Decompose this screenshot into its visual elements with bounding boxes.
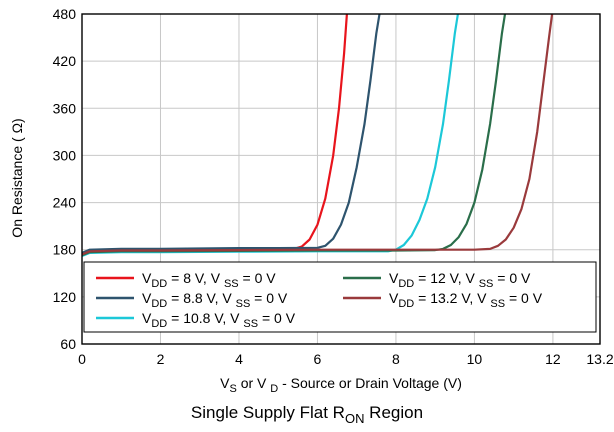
x-tick-label: 4 bbox=[235, 351, 243, 367]
y-axis-label: On Resistance ( Ω) bbox=[9, 118, 25, 237]
y-tick-label: 60 bbox=[60, 336, 76, 352]
legend-label-3: VDD = 10.8 V, V SS = 0 V bbox=[142, 310, 296, 330]
legend-label-2: VDD = 8.8 V, V SS = 0 V bbox=[142, 290, 288, 310]
x-axis-label: VS or V D - Source or Drain Voltage (V) bbox=[220, 375, 462, 395]
legend-label-4: VDD = 12 V, V SS = 0 V bbox=[389, 270, 531, 290]
y-tick-label: 120 bbox=[53, 289, 77, 305]
x-tick-label: 6 bbox=[314, 351, 322, 367]
x-tick-label: 10 bbox=[467, 351, 483, 367]
legend-box bbox=[83, 261, 597, 333]
x-tick-label: 12 bbox=[545, 351, 561, 367]
x-tick-label: 2 bbox=[157, 351, 165, 367]
series-line-5 bbox=[81, 13, 554, 256]
legend-label-5: VDD = 13.2 V, V SS = 0 V bbox=[389, 290, 543, 310]
x-tick-label: 13.2 bbox=[586, 351, 613, 367]
y-tick-label: 240 bbox=[53, 195, 77, 211]
y-tick-label: 360 bbox=[53, 100, 77, 116]
series-line-3 bbox=[81, 13, 459, 258]
y-tick-label: 420 bbox=[53, 53, 77, 69]
series-line-2 bbox=[81, 13, 381, 254]
plot-frame bbox=[81, 13, 601, 345]
y-tick-labels: 60 120 180 240 300 360 420 480 bbox=[53, 6, 77, 352]
series-line-1 bbox=[81, 13, 348, 256]
legend-label-1: VDD = 8 V, V SS = 0 V bbox=[142, 270, 276, 290]
chart-caption: Single Supply Flat RON Region bbox=[191, 403, 423, 426]
x-tick-label: 0 bbox=[78, 351, 86, 367]
series-lines bbox=[81, 13, 554, 258]
x-tick-labels: 0 2 4 6 8 10 12 13.2 bbox=[78, 351, 614, 367]
x-tick-label: 8 bbox=[392, 351, 400, 367]
y-tick-label: 180 bbox=[53, 242, 77, 258]
y-tick-label: 480 bbox=[53, 6, 77, 22]
y-tick-label: 300 bbox=[53, 147, 77, 163]
